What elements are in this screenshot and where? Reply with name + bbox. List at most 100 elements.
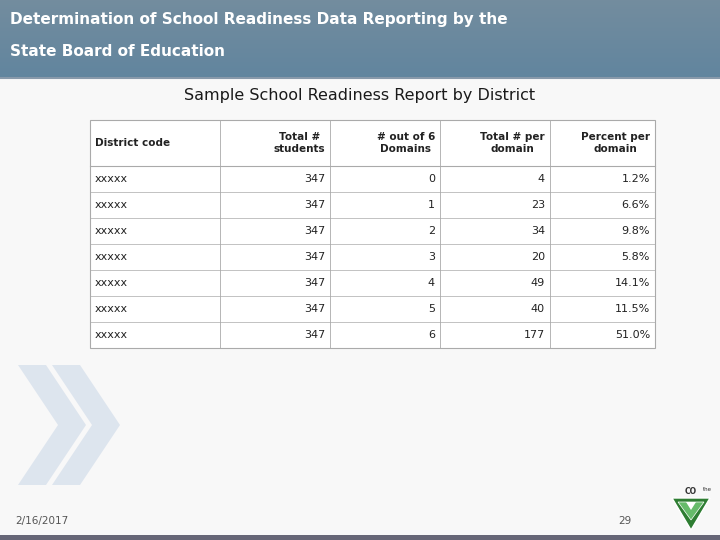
Bar xyxy=(0,24,720,25)
Bar xyxy=(0,44,720,45)
Bar xyxy=(0,1,720,2)
Bar xyxy=(0,32,720,33)
Bar xyxy=(0,35,720,36)
Bar xyxy=(0,29,720,30)
Bar xyxy=(0,70,720,71)
Bar xyxy=(0,62,720,63)
Bar xyxy=(0,56,720,57)
Text: xxxxx: xxxxx xyxy=(95,174,128,184)
Bar xyxy=(0,16,720,17)
Text: 347: 347 xyxy=(304,252,325,262)
Text: District code: District code xyxy=(95,138,170,148)
Bar xyxy=(0,55,720,56)
Bar xyxy=(0,30,720,31)
Text: 347: 347 xyxy=(304,174,325,184)
Bar xyxy=(0,58,720,59)
Text: xxxxx: xxxxx xyxy=(95,278,128,288)
Text: # out of 6
Domains: # out of 6 Domains xyxy=(377,132,435,154)
Bar xyxy=(0,34,720,35)
Text: xxxxx: xxxxx xyxy=(95,252,128,262)
Text: 1: 1 xyxy=(428,200,435,210)
Bar xyxy=(0,26,720,27)
Bar xyxy=(0,7,720,8)
Polygon shape xyxy=(52,365,120,485)
Polygon shape xyxy=(678,502,704,520)
Text: xxxxx: xxxxx xyxy=(95,330,128,340)
Text: Sample School Readiness Report by District: Sample School Readiness Report by Distri… xyxy=(184,88,536,103)
Bar xyxy=(0,64,720,65)
Bar xyxy=(0,14,720,15)
Text: 9.8%: 9.8% xyxy=(621,226,650,236)
Text: Percent per
domain: Percent per domain xyxy=(581,132,650,154)
Text: 49: 49 xyxy=(531,278,545,288)
Bar xyxy=(0,33,720,34)
Bar xyxy=(0,13,720,14)
Bar xyxy=(0,47,720,48)
Bar xyxy=(0,535,720,540)
Text: the: the xyxy=(703,487,712,492)
Text: 5: 5 xyxy=(428,304,435,314)
Bar xyxy=(0,45,720,46)
Bar xyxy=(0,48,720,49)
Text: 2: 2 xyxy=(428,226,435,236)
Text: 6.6%: 6.6% xyxy=(622,200,650,210)
Polygon shape xyxy=(686,502,696,510)
Bar xyxy=(0,42,720,43)
Bar xyxy=(0,5,720,6)
Bar xyxy=(0,31,720,32)
Text: 29: 29 xyxy=(618,516,631,526)
Text: 5.8%: 5.8% xyxy=(621,252,650,262)
Bar xyxy=(0,19,720,20)
Text: xxxxx: xxxxx xyxy=(95,304,128,314)
Bar xyxy=(0,21,720,22)
Bar xyxy=(0,78,720,540)
Bar xyxy=(0,23,720,24)
Text: 51.0%: 51.0% xyxy=(615,330,650,340)
Bar xyxy=(0,74,720,75)
Text: 23: 23 xyxy=(531,200,545,210)
Bar xyxy=(0,75,720,76)
Bar xyxy=(0,52,720,53)
Bar xyxy=(0,40,720,41)
Bar xyxy=(0,69,720,70)
Text: 2/16/2017: 2/16/2017 xyxy=(15,516,68,526)
Bar xyxy=(0,59,720,60)
Text: 347: 347 xyxy=(304,304,325,314)
Bar xyxy=(0,60,720,61)
Text: xxxxx: xxxxx xyxy=(95,200,128,210)
Bar xyxy=(0,66,720,67)
Text: 347: 347 xyxy=(304,200,325,210)
Text: Total # per
domain: Total # per domain xyxy=(480,132,545,154)
Text: 0: 0 xyxy=(428,174,435,184)
Text: CO: CO xyxy=(685,487,697,496)
Bar xyxy=(0,37,720,38)
Text: 6: 6 xyxy=(428,330,435,340)
Text: 40: 40 xyxy=(531,304,545,314)
Bar xyxy=(0,65,720,66)
Bar xyxy=(0,61,720,62)
Bar xyxy=(0,10,720,11)
Bar xyxy=(0,51,720,52)
Bar xyxy=(0,39,720,40)
Bar xyxy=(0,72,720,73)
Bar xyxy=(0,73,720,74)
Text: 347: 347 xyxy=(304,330,325,340)
Bar xyxy=(0,38,720,39)
Bar xyxy=(0,68,720,69)
Bar xyxy=(0,20,720,21)
Text: 14.1%: 14.1% xyxy=(615,278,650,288)
Bar xyxy=(0,50,720,51)
Text: Determination of School Readiness Data Reporting by the: Determination of School Readiness Data R… xyxy=(10,12,508,27)
Bar xyxy=(0,22,720,23)
Text: 20: 20 xyxy=(531,252,545,262)
Bar xyxy=(0,2,720,3)
Text: 347: 347 xyxy=(304,278,325,288)
Text: State Board of Education: State Board of Education xyxy=(10,44,225,59)
Bar xyxy=(0,77,720,78)
Bar xyxy=(0,4,720,5)
Text: 11.5%: 11.5% xyxy=(615,304,650,314)
Bar xyxy=(0,0,720,1)
Bar xyxy=(0,17,720,18)
Bar xyxy=(0,71,720,72)
Bar xyxy=(0,12,720,13)
